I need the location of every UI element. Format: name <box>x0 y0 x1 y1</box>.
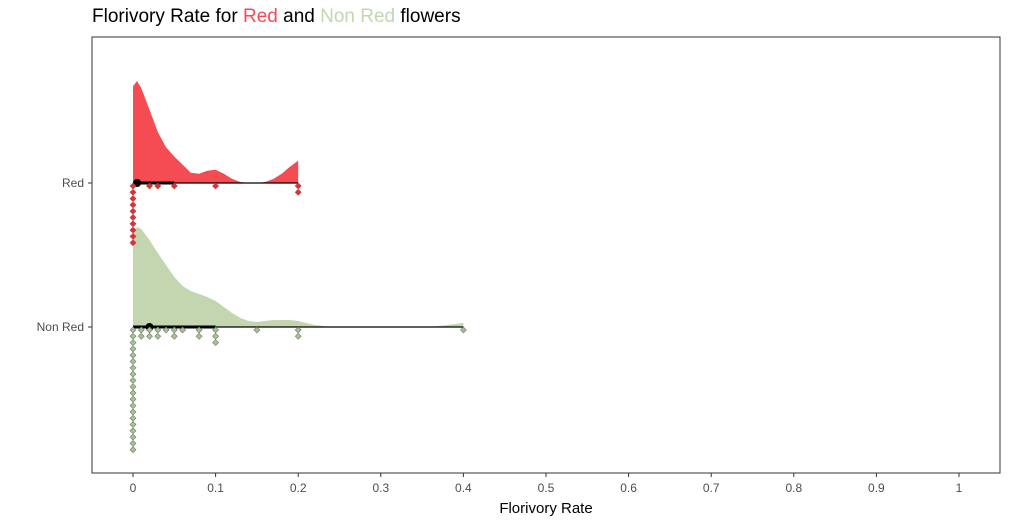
x-tick-label: 0.8 <box>785 481 802 495</box>
x-tick-label: 0.1 <box>207 481 224 495</box>
data-point-non-red <box>212 339 220 347</box>
x-tick-label: 0.4 <box>455 481 472 495</box>
data-point-non-red <box>129 408 137 416</box>
data-point-non-red <box>129 402 137 410</box>
x-tick-label: 0.5 <box>538 481 555 495</box>
data-point-non-red <box>129 439 137 447</box>
data-point-red <box>294 188 302 196</box>
data-point-non-red <box>129 339 137 347</box>
data-point-non-red <box>129 370 137 378</box>
y-tick-label: Non Red <box>37 320 84 334</box>
title-middle: and <box>277 6 321 27</box>
data-point-red <box>154 182 162 190</box>
title-nonred-word: Non Red <box>320 6 396 27</box>
title-suffix: flowers <box>395 6 461 27</box>
x-tick-label: 0.7 <box>703 481 720 495</box>
data-point-non-red <box>253 326 261 334</box>
data-point-non-red <box>129 414 137 422</box>
data-point-non-red <box>129 427 137 435</box>
data-point-red <box>129 201 137 209</box>
data-point-non-red <box>294 326 302 334</box>
data-point-non-red <box>129 421 137 428</box>
data-point-non-red <box>129 389 137 397</box>
data-point-non-red <box>129 433 137 441</box>
data-point-non-red <box>129 395 137 403</box>
plot-panel-border <box>91 36 1001 474</box>
x-tick-label: 0.3 <box>372 481 389 495</box>
x-tick-label: 0 <box>130 481 137 495</box>
data-point-red <box>129 214 137 221</box>
data-point-red <box>146 182 153 190</box>
x-tick-label: 0.2 <box>290 481 307 495</box>
data-point-red <box>212 182 220 190</box>
data-point-non-red <box>129 446 137 454</box>
data-point-non-red <box>137 332 145 340</box>
data-point-non-red <box>129 376 137 384</box>
data-point-non-red <box>294 332 302 340</box>
density-layer <box>133 81 464 327</box>
x-axis-title: Florivory Rate <box>499 500 592 517</box>
density-cloud-non-red <box>133 227 464 327</box>
x-tick-label: 0.9 <box>868 481 885 495</box>
data-point-non-red <box>179 326 186 334</box>
data-point-non-red <box>129 345 137 353</box>
data-point-red <box>129 195 137 203</box>
data-point-non-red <box>170 332 178 340</box>
x-tick-label: 0.6 <box>620 481 637 495</box>
data-point-red <box>294 182 302 190</box>
data-point-non-red <box>129 351 137 359</box>
title-prefix: Florivory Rate for <box>92 6 243 27</box>
data-point-red <box>170 182 178 190</box>
data-point-non-red <box>129 364 137 372</box>
density-cloud-red <box>133 81 299 183</box>
data-point-non-red <box>195 332 203 340</box>
data-point-non-red <box>212 332 220 340</box>
data-point-non-red <box>129 332 137 340</box>
data-point-red <box>129 207 137 215</box>
data-point-non-red <box>129 358 137 365</box>
x-axis: 0 0.1 0.2 0.3 0.4 0.5 0.6 0.7 0.8 0.9 1 <box>130 473 963 495</box>
points-layer <box>129 182 467 454</box>
chart-title: Florivory Rate for Red and Non Red flowe… <box>92 6 461 28</box>
x-tick-label: 1 <box>956 481 963 495</box>
data-point-non-red <box>459 326 467 334</box>
data-point-non-red <box>162 326 170 334</box>
y-axis: Red Non Red <box>37 176 92 334</box>
data-point-red <box>129 188 137 196</box>
data-point-non-red <box>129 383 137 391</box>
y-tick-label: Red <box>62 176 84 190</box>
data-point-non-red <box>146 332 153 340</box>
data-point-non-red <box>154 332 162 340</box>
data-point-red <box>129 220 137 228</box>
title-red-word: Red <box>242 6 278 27</box>
data-point-red <box>129 239 137 247</box>
